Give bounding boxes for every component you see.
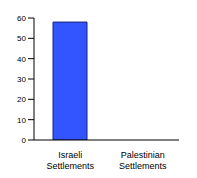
svg-text:50: 50 <box>17 34 26 43</box>
svg-text:60: 60 <box>17 14 26 23</box>
svg-text:PalestinianSettlements: PalestinianSettlements <box>119 150 167 170</box>
svg-text:40: 40 <box>17 55 26 64</box>
svg-text:20: 20 <box>17 95 26 104</box>
svg-text:10: 10 <box>17 116 26 125</box>
svg-text:30: 30 <box>17 75 26 84</box>
svg-text:IsraeliSettlements: IsraeliSettlements <box>46 150 94 170</box>
svg-text:0: 0 <box>22 136 27 145</box>
